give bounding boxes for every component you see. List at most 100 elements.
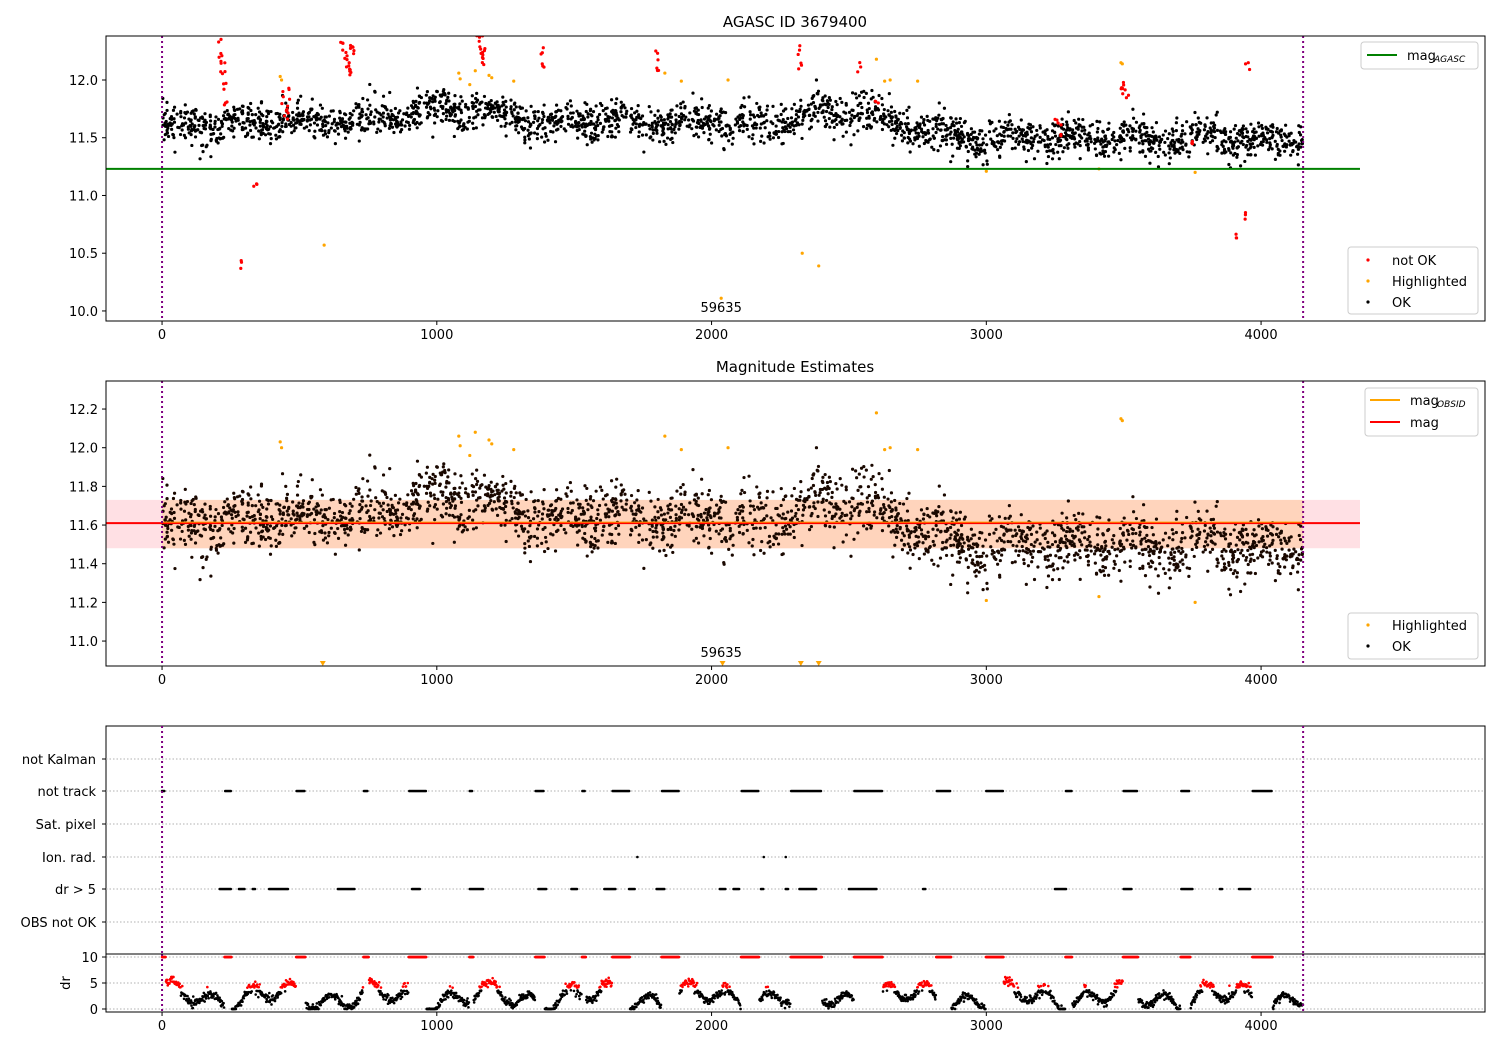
- ok-point: [432, 505, 437, 509]
- ok-point: [909, 128, 914, 132]
- not-ok-point: [220, 33, 223, 36]
- ok-point: [261, 519, 265, 523]
- ok-point: [1246, 541, 1250, 545]
- ok-point: [1078, 556, 1082, 560]
- ok-point: [606, 115, 610, 119]
- ok-point: [1228, 532, 1233, 536]
- ok-point: [921, 120, 926, 125]
- ok-point: [535, 126, 540, 131]
- ok-point: [1104, 544, 1108, 548]
- ok-point: [1036, 149, 1040, 153]
- ok-point: [471, 493, 475, 497]
- legend-sub: AGASC: [1433, 55, 1466, 65]
- ok-point: [1080, 136, 1084, 140]
- ok-point: [594, 104, 598, 108]
- ok-point: [881, 516, 885, 520]
- ok-point: [512, 108, 516, 112]
- ok-point: [647, 123, 651, 127]
- ok-point: [471, 126, 476, 131]
- ok-point: [568, 99, 572, 103]
- ok-point: [919, 528, 924, 532]
- ok-point: [891, 555, 895, 559]
- ok-point: [754, 526, 758, 530]
- ok-point: [707, 488, 711, 493]
- ok-point: [482, 94, 487, 99]
- ok-point: [373, 465, 377, 469]
- ok-point: [887, 524, 891, 528]
- ok-point: [292, 531, 296, 535]
- ok-point: [855, 505, 859, 509]
- ok-point: [817, 106, 821, 110]
- ok-point: [648, 527, 652, 532]
- highlighted-point: [726, 78, 730, 82]
- ok-point: [857, 472, 861, 476]
- ok-point: [1251, 545, 1256, 549]
- legend-label: not OK: [1392, 254, 1437, 269]
- ok-point: [216, 117, 221, 121]
- ok-point: [509, 479, 513, 483]
- ok-point: [459, 108, 463, 112]
- ok-point: [949, 130, 953, 134]
- ok-point: [549, 129, 553, 134]
- ok-point: [1043, 145, 1047, 149]
- ok-point: [1070, 529, 1075, 533]
- ok-point: [318, 530, 322, 534]
- ok-point: [358, 503, 362, 507]
- ok-point: [1123, 146, 1127, 150]
- ok-point: [258, 517, 262, 521]
- ok-point: [989, 137, 993, 141]
- ok-point: [1262, 545, 1266, 549]
- ok-point: [505, 500, 509, 504]
- ok-point: [803, 108, 807, 113]
- ok-point: [352, 109, 356, 113]
- ok-point: [540, 135, 544, 139]
- not-ok-point: [480, 60, 484, 65]
- ok-point: [915, 121, 919, 125]
- ok-point: [173, 566, 177, 571]
- ok-point: [849, 117, 853, 121]
- ok-point: [291, 509, 295, 513]
- ok-point: [679, 106, 683, 110]
- ok-point: [216, 141, 220, 145]
- ok-point: [447, 91, 451, 95]
- ok-point: [312, 121, 317, 125]
- ok-point: [1038, 526, 1042, 530]
- ok-point: [1077, 538, 1081, 542]
- ok-point: [354, 106, 358, 110]
- ok-point: [1138, 566, 1142, 571]
- ok-point: [162, 138, 166, 142]
- ok-point: [956, 127, 960, 131]
- ok-point: [546, 546, 550, 551]
- ok-point: [232, 541, 236, 545]
- not-ok-point: [1121, 86, 1125, 91]
- ok-point: [838, 96, 842, 101]
- ok-point: [523, 514, 528, 518]
- ok-point: [398, 532, 403, 537]
- ok-point: [189, 501, 193, 506]
- ok-point: [381, 94, 386, 98]
- ok-point: [954, 511, 958, 515]
- ok-point: [728, 127, 732, 132]
- ok-point: [545, 118, 550, 122]
- ok-point: [634, 117, 638, 122]
- ok-point: [742, 490, 747, 495]
- ok-point: [1125, 538, 1129, 542]
- ok-point: [248, 515, 252, 520]
- ok-point: [889, 128, 893, 132]
- ok-point: [790, 107, 794, 111]
- ok-point: [287, 114, 291, 118]
- ok-point: [740, 488, 744, 493]
- ok-point: [1174, 121, 1178, 125]
- ok-point: [198, 157, 202, 161]
- ok-point: [1050, 564, 1055, 568]
- ok-point: [257, 129, 261, 133]
- ok-point: [906, 135, 910, 140]
- ok-point: [1252, 558, 1256, 563]
- ok-point: [871, 503, 875, 508]
- ok-point: [280, 120, 284, 125]
- ok-point: [922, 131, 926, 135]
- ok-point: [495, 513, 500, 517]
- ok-point: [844, 130, 848, 134]
- ok-point: [1209, 530, 1213, 534]
- ok-point: [576, 543, 580, 547]
